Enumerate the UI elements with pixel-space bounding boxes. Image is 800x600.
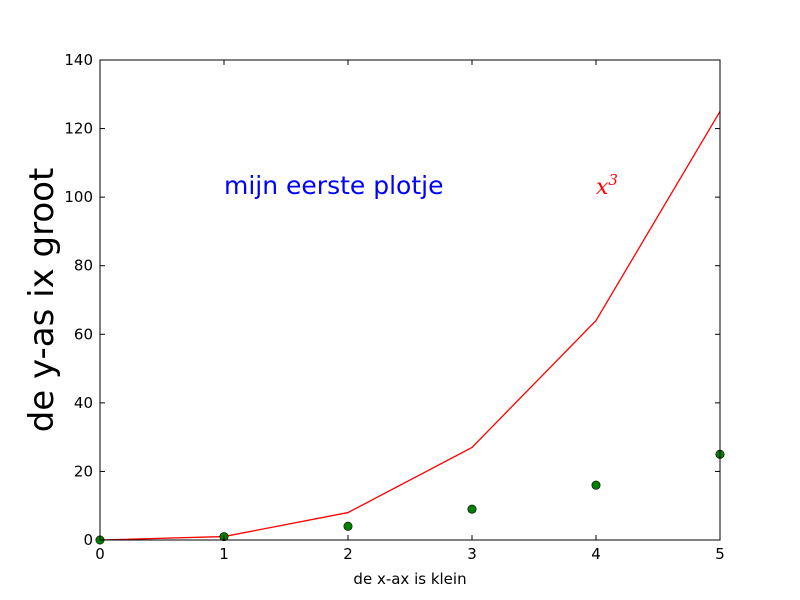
axes: 0 1 2 3 4 5 0 20 40 60 80 100 120 140 bbox=[64, 51, 724, 563]
annotation-formula: x3 bbox=[596, 171, 618, 200]
annotations: mijn eerste plotje x3 bbox=[224, 171, 618, 200]
annotation-formula-exponent: 3 bbox=[608, 171, 618, 189]
y-tick-label: 0 bbox=[83, 531, 93, 549]
axis-labels: de x-ax is klein de y-as ix groot bbox=[22, 168, 467, 588]
x-tick-label: 5 bbox=[715, 545, 725, 563]
annotation-formula-base: x bbox=[596, 175, 609, 200]
x-tick-label: 4 bbox=[591, 545, 601, 563]
plot-frame bbox=[99, 59, 721, 541]
y-tick-label: 100 bbox=[64, 188, 93, 206]
y-tick-label: 120 bbox=[64, 120, 93, 138]
x-tick-label: 0 bbox=[95, 545, 105, 563]
y-tick-label: 40 bbox=[74, 394, 93, 412]
y-tick-label: 80 bbox=[74, 257, 93, 275]
x-tick-label: 2 bbox=[343, 545, 353, 563]
x-tick-label: 3 bbox=[467, 545, 477, 563]
y-axis-title: de y-as ix groot bbox=[22, 168, 62, 433]
x-tick-label: 1 bbox=[219, 545, 229, 563]
y-tick-label: 20 bbox=[74, 462, 93, 480]
x-axis-title: de x-ax is klein bbox=[353, 570, 466, 588]
scatter-point bbox=[343, 521, 353, 531]
annotation-text: mijn eerste plotje bbox=[224, 171, 443, 200]
plot-area bbox=[95, 111, 725, 545]
y-tick-label: 140 bbox=[64, 51, 93, 69]
series-line-0 bbox=[99, 111, 721, 541]
scatter-point bbox=[591, 480, 601, 490]
scatter-point bbox=[467, 504, 477, 514]
y-tick-label: 60 bbox=[74, 325, 93, 343]
